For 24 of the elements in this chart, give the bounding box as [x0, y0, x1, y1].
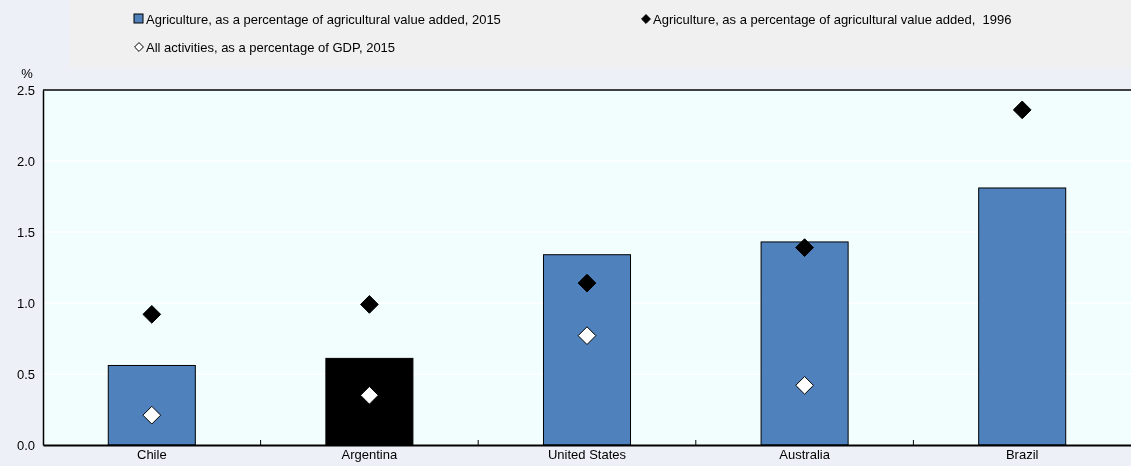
y-tick-label: 0.0: [16, 437, 35, 453]
point: [142, 305, 162, 324]
point: [1012, 100, 1032, 120]
point: [795, 376, 814, 395]
x-tick-label: Chile: [136, 447, 167, 463]
legend-label: Agriculture, as a percentage of agricultural value added, 1996: [653, 12, 1012, 27]
y-tick-label: 1.0: [16, 295, 35, 311]
point: [577, 273, 597, 293]
legend-label: All activities, as a percentage of GDP, 2015: [146, 40, 396, 55]
point: [795, 238, 814, 257]
x-tick-label: Australia: [779, 447, 831, 463]
x-tick-label: Brazil: [1005, 447, 1039, 463]
x-tick-label: Argentina: [341, 447, 398, 463]
y-tick-label: 1.5: [16, 224, 35, 240]
x-tick-label: United States: [547, 447, 627, 463]
y-axis-title: %: [21, 66, 34, 81]
point: [142, 405, 162, 425]
point: [360, 385, 379, 405]
point: [360, 295, 379, 314]
y-tick-label: 0.5: [16, 366, 35, 382]
point: [577, 326, 597, 346]
y-tick-label: 2.5: [16, 82, 35, 98]
y-tick-label: 2.0: [16, 153, 35, 169]
legend-label: Agriculture, as a percentage of agricultural value added, 2015: [146, 12, 501, 27]
